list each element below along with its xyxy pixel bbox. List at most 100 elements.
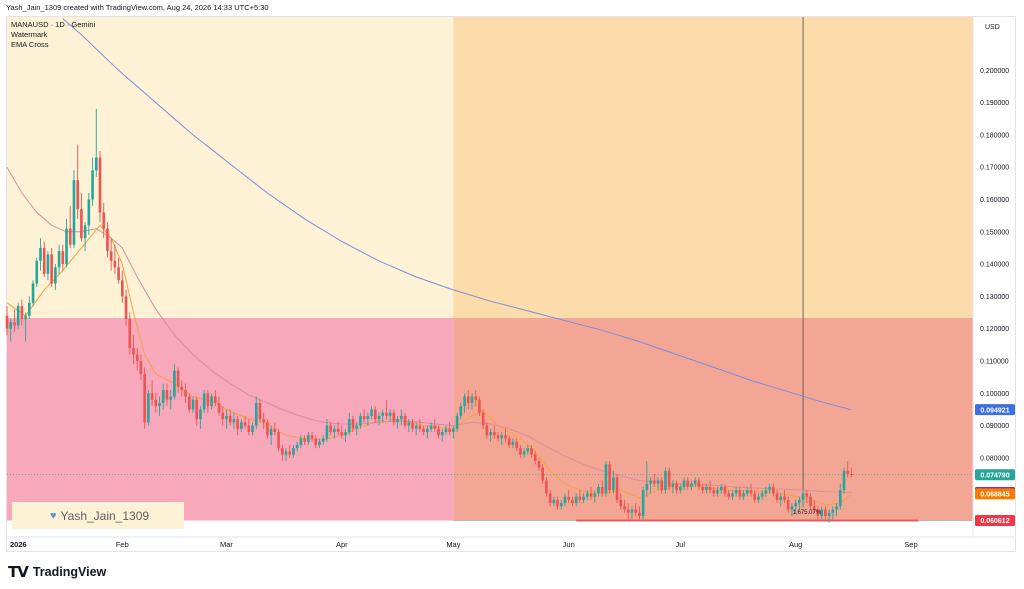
candle-down[interactable] <box>80 193 83 242</box>
candle-down[interactable] <box>102 202 106 239</box>
candle-up[interactable] <box>355 422 358 436</box>
candle-up[interactable] <box>742 490 745 500</box>
candle-up[interactable] <box>325 419 329 442</box>
candle-down[interactable] <box>749 483 753 497</box>
candle-down[interactable] <box>493 425 496 439</box>
candle-down[interactable] <box>13 309 16 332</box>
candle-up[interactable] <box>764 486 768 497</box>
price-badge[interactable] <box>975 514 1015 526</box>
candle-down[interactable] <box>619 493 623 510</box>
candle-up[interactable] <box>455 412 459 433</box>
candle-up[interactable] <box>586 490 589 500</box>
candle-down[interactable] <box>121 270 124 303</box>
candle-up[interactable] <box>745 486 749 497</box>
candle-up[interactable] <box>46 251 50 281</box>
candle-down[interactable] <box>314 435 318 449</box>
candle-down[interactable] <box>507 435 511 449</box>
candle-up[interactable] <box>582 493 585 504</box>
candle-up[interactable] <box>254 396 258 429</box>
candle-down[interactable] <box>20 299 24 326</box>
candle-down[interactable] <box>846 461 850 478</box>
candle-up[interactable] <box>31 280 35 307</box>
candle-up[interactable] <box>158 396 161 416</box>
candle-down[interactable] <box>634 503 637 517</box>
candle-up[interactable] <box>842 467 846 494</box>
candle-up[interactable] <box>347 412 351 436</box>
candle-up[interactable] <box>65 218 68 268</box>
candle-down[interactable] <box>373 406 377 423</box>
candle-up[interactable] <box>719 483 723 494</box>
candle-down[interactable] <box>824 506 827 520</box>
candle-up[interactable] <box>563 493 567 507</box>
candle-up[interactable] <box>705 483 708 494</box>
candle-up[interactable] <box>470 393 474 410</box>
candle-up[interactable] <box>630 506 634 520</box>
candle-down[interactable] <box>418 419 422 433</box>
candle-down[interactable] <box>273 422 277 436</box>
candle-down[interactable] <box>519 444 522 458</box>
candle-up[interactable] <box>559 499 563 510</box>
candle-up[interactable] <box>693 477 697 487</box>
candle-down[interactable] <box>812 499 816 513</box>
candle-down[interactable] <box>310 432 314 442</box>
candle-down[interactable] <box>50 247 53 287</box>
candle-down[interactable] <box>280 444 284 462</box>
candle-down[interactable] <box>288 444 292 458</box>
price-badge[interactable] <box>975 469 1015 481</box>
candle-down[interactable] <box>652 474 656 487</box>
candle-down[interactable] <box>723 483 727 497</box>
tradingview-logo[interactable]: TV TradingView <box>8 563 106 581</box>
candle-down[interactable] <box>139 354 143 381</box>
candle-down[interactable] <box>433 419 437 433</box>
candle-up[interactable] <box>91 157 94 206</box>
candle-up[interactable] <box>35 257 39 287</box>
candle-down[interactable] <box>478 396 481 416</box>
candle-down[interactable] <box>392 409 396 426</box>
candle-up[interactable] <box>94 109 98 177</box>
candle-down[interactable] <box>180 380 184 397</box>
price-badge[interactable] <box>975 404 1015 416</box>
candle-down[interactable] <box>236 415 239 436</box>
candle-down[interactable] <box>578 490 582 504</box>
candle-up[interactable] <box>396 415 399 429</box>
candle-up[interactable] <box>225 409 228 429</box>
candle-down[interactable] <box>150 380 154 407</box>
candle-up[interactable] <box>377 412 381 426</box>
candle-up[interactable] <box>388 409 392 423</box>
candle-down[interactable] <box>738 486 742 500</box>
candle-down[interactable] <box>850 467 853 478</box>
candle-up[interactable] <box>57 244 61 274</box>
candle-down[interactable] <box>816 506 820 520</box>
candle-up[interactable] <box>426 425 429 439</box>
candle-up[interactable] <box>768 483 771 494</box>
candle-down[interactable] <box>600 480 604 497</box>
candle-down[interactable] <box>340 425 344 439</box>
candle-down[interactable] <box>106 222 109 258</box>
candle-up[interactable] <box>24 312 27 342</box>
candle-down[interactable] <box>411 419 414 433</box>
candle-up[interactable] <box>232 412 236 429</box>
candle-down[interactable] <box>109 238 113 271</box>
candle-down[interactable] <box>466 390 470 410</box>
candle-down[interactable] <box>277 428 280 452</box>
candle-up[interactable] <box>344 428 347 442</box>
candle-up[interactable] <box>716 486 719 497</box>
candle-down[interactable] <box>545 477 548 497</box>
candle-down[interactable] <box>124 289 128 326</box>
candle-down[interactable] <box>132 335 135 365</box>
candle-down[interactable] <box>660 477 664 494</box>
candle-up[interactable] <box>240 419 243 433</box>
candle-up[interactable] <box>452 425 455 439</box>
candle-up[interactable] <box>269 425 273 445</box>
candle-up[interactable] <box>734 486 738 497</box>
candle-down[interactable] <box>772 483 775 497</box>
candle-up[interactable] <box>779 493 783 507</box>
candle-down[interactable] <box>303 435 306 445</box>
candle-up[interactable] <box>414 422 418 436</box>
candle-down[interactable] <box>474 390 478 407</box>
candle-up[interactable] <box>210 393 213 410</box>
candle-up[interactable] <box>835 503 838 517</box>
candle-up[interactable] <box>359 412 362 429</box>
candle-down[interactable] <box>117 257 120 284</box>
